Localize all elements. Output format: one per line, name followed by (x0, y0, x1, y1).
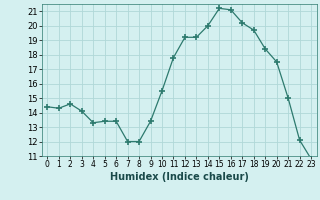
X-axis label: Humidex (Indice chaleur): Humidex (Indice chaleur) (110, 172, 249, 182)
